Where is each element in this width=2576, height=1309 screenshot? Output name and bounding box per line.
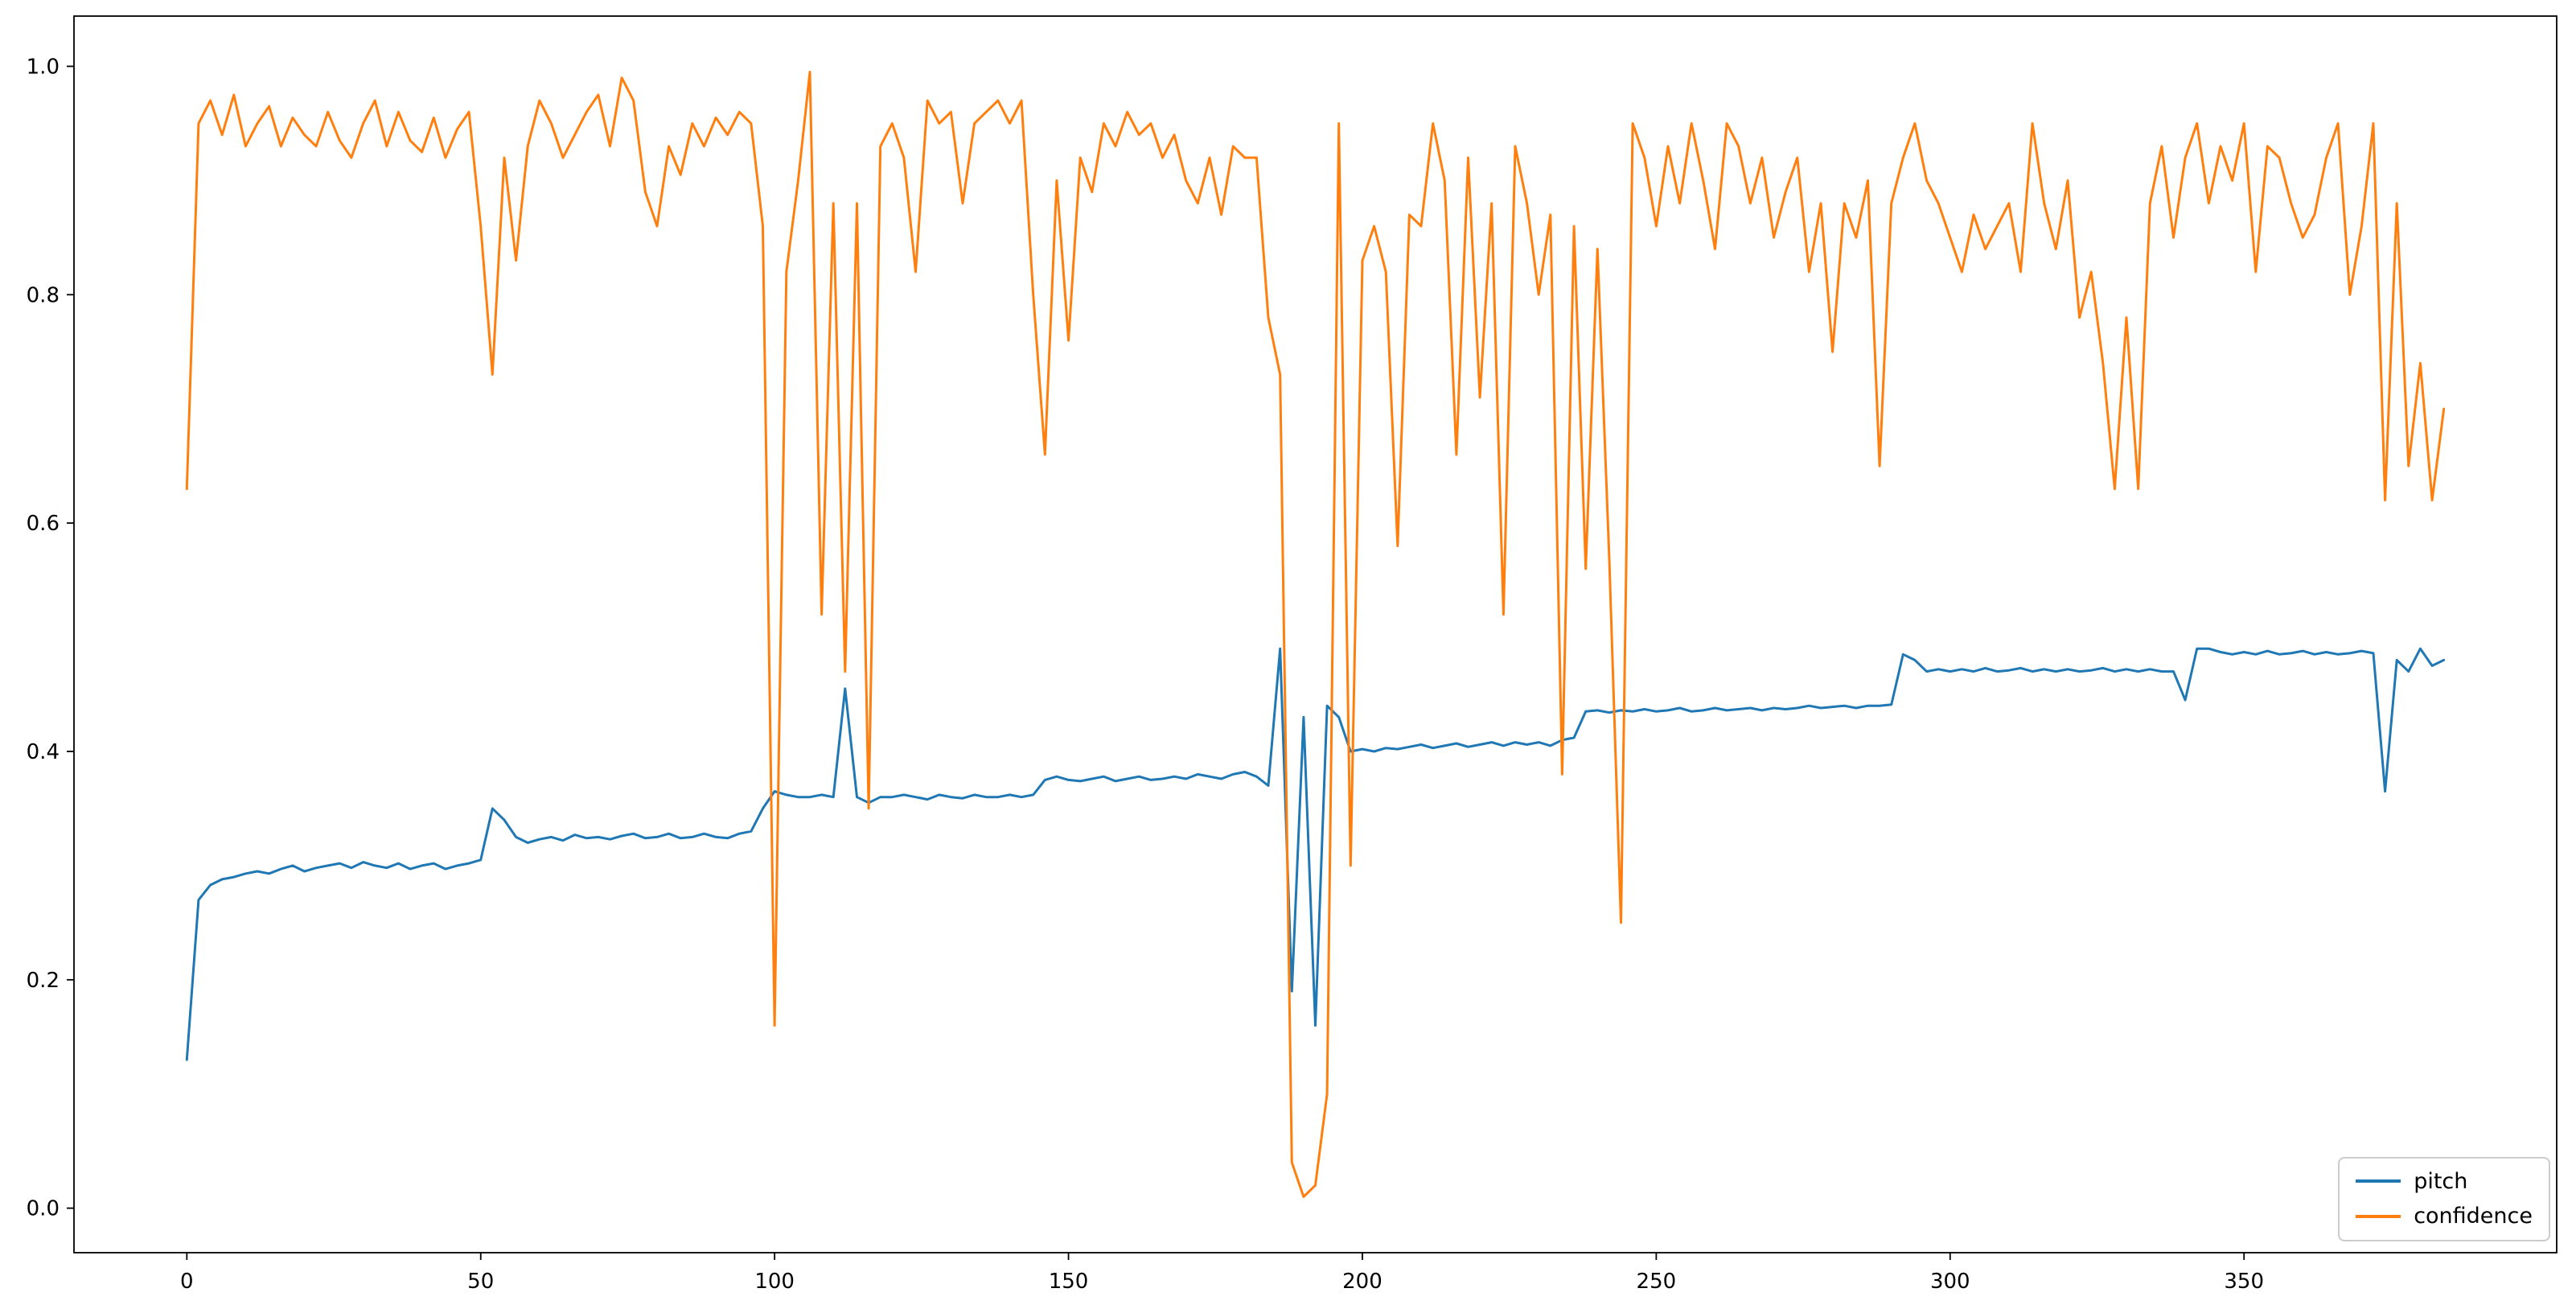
axes-spines [73,15,2558,1253]
y-tick-label: 0.8 [27,283,60,307]
legend-item-pitch: pitch [2356,1168,2533,1194]
y-tick-label: 1.0 [27,55,60,79]
y-tick-label: 0.2 [27,969,60,993]
x-tick-label: 300 [1930,1270,1970,1294]
legend-label-confidence: confidence [2414,1204,2533,1229]
pitch-line-swatch [2356,1179,2401,1183]
pitch-line [185,647,2446,1061]
x-tick-label: 200 [1342,1270,1382,1294]
x-tick-label: 50 [467,1270,494,1294]
x-tick-label: 100 [754,1270,795,1294]
x-tick-label: 0 [180,1270,194,1294]
y-tick-label: 0.6 [27,512,60,536]
y-tick-label: 0.4 [27,740,60,764]
x-tick-label: 150 [1049,1270,1089,1294]
confidence-line [185,71,2446,1198]
confidence-line-swatch [2356,1215,2401,1219]
y-tick-label: 0.0 [27,1197,60,1221]
legend-label-pitch: pitch [2414,1168,2468,1194]
x-tick-label: 350 [2224,1270,2264,1294]
legend-item-confidence: confidence [2356,1204,2533,1229]
x-tick-label: 250 [1637,1270,1677,1294]
legend: pitch confidence [2338,1156,2550,1241]
